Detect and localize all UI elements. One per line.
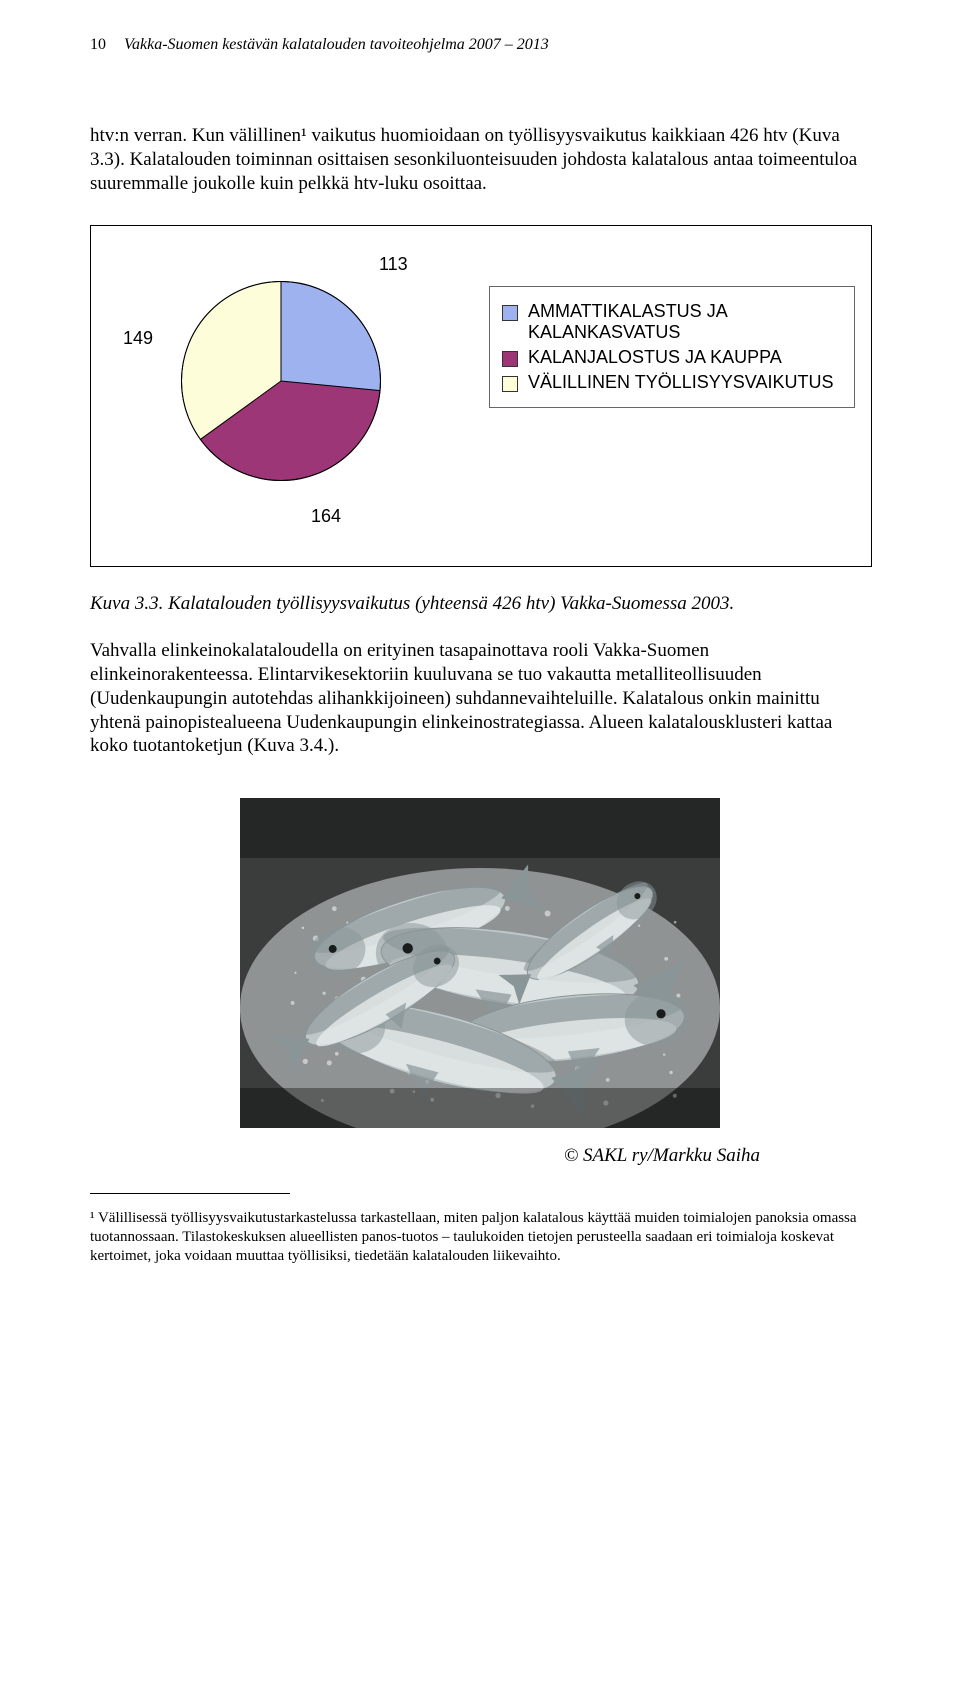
paragraph-1: htv:n verran. Kun välillinen¹ vaikutus h… [90, 124, 870, 195]
photo-figure [90, 798, 870, 1133]
figure-caption: Kuva 3.3. Kalatalouden työllisyysvaikutu… [90, 593, 870, 615]
legend-swatch-icon [502, 351, 518, 367]
page-number: 10 [90, 36, 106, 53]
legend-swatch-icon [502, 305, 518, 321]
footnote-rule [90, 1193, 290, 1194]
footnote-1: ¹ Välillisessä työllisyysvaikutustarkast… [90, 1209, 870, 1265]
pie-chart-figure: 113 164 149 AMMATTIKALASTUS JA KALANKASV… [90, 225, 872, 567]
running-title: Vakka-Suomen kestävän kalatalouden tavoi… [124, 36, 549, 53]
pie-value-label-149: 149 [123, 328, 153, 349]
page: 10 Vakka-Suomen kestävän kalatalouden ta… [0, 0, 960, 1696]
legend-item: VÄLILLINEN TYÖLLISYYSVAIKUTUS [502, 372, 842, 393]
legend-item: AMMATTIKALASTUS JA KALANKASVATUS [502, 301, 842, 343]
legend-label: KALANJALOSTUS JA KAUPPA [528, 347, 782, 368]
legend-item: KALANJALOSTUS JA KAUPPA [502, 347, 842, 368]
running-header: 10 Vakka-Suomen kestävän kalatalouden ta… [90, 36, 870, 54]
pie-value-label-113: 113 [379, 254, 408, 275]
paragraph-1-text: htv:n verran. Kun välillinen¹ vaikutus h… [90, 125, 857, 194]
fish-photo [240, 798, 720, 1128]
pie-chart [181, 281, 381, 481]
legend-label: VÄLILLINEN TYÖLLISYYSVAIKUTUS [528, 372, 833, 393]
photo-credit: © SAKL ry/Markku Saiha [90, 1145, 760, 1167]
legend-swatch-icon [502, 376, 518, 392]
paragraph-2: Vahvalla elinkeinokalataloudella on erit… [90, 639, 870, 758]
legend-label: AMMATTIKALASTUS JA KALANKASVATUS [528, 301, 842, 343]
pie-value-label-164: 164 [311, 506, 341, 527]
legend: AMMATTIKALASTUS JA KALANKASVATUS KALANJA… [489, 286, 855, 408]
